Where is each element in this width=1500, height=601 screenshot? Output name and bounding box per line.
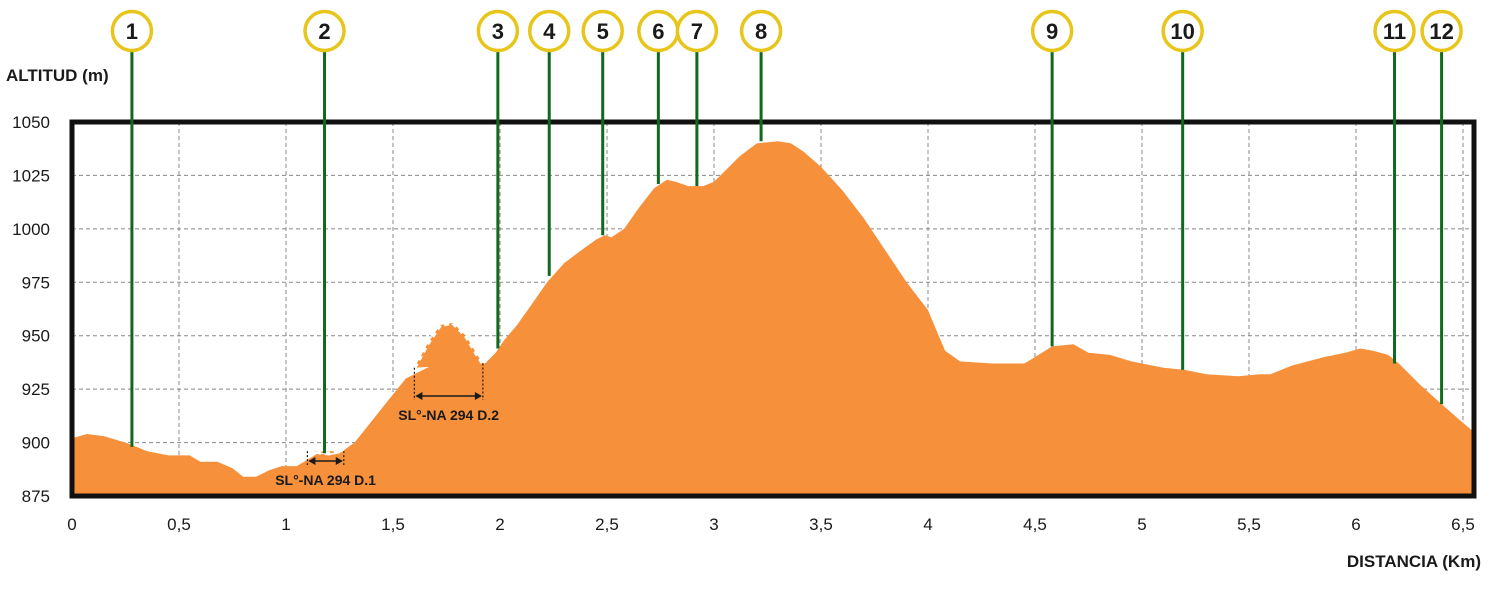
x-axis-label: DISTANCIA (Km) <box>1347 552 1481 571</box>
x-tick-label: 5,5 <box>1237 515 1261 534</box>
marker-number: 3 <box>492 19 504 44</box>
x-tick-label: 1,5 <box>381 515 405 534</box>
marker-circle <box>303 9 346 53</box>
elevation-area <box>72 141 1474 496</box>
waypoint-markers: 1 2 3 4 5 6 7 8 9 10 11 12 <box>110 9 1463 53</box>
detour-label: SL°-NA 294 D.1 <box>275 472 376 488</box>
marker-circle <box>1161 9 1204 53</box>
x-tick-label: 0,5 <box>167 515 191 534</box>
x-tick-label: 1 <box>281 515 290 534</box>
marker-number: 5 <box>597 19 609 44</box>
marker-number: 4 <box>543 19 556 44</box>
marker-number: 12 <box>1429 19 1453 44</box>
y-tick-label: 875 <box>22 487 50 506</box>
x-tick-label: 0 <box>67 515 76 534</box>
x-tick-label: 6 <box>1351 515 1360 534</box>
marker-circle <box>527 9 571 53</box>
x-tick-label: 4 <box>923 515 932 534</box>
y-tick-label: 950 <box>22 327 50 346</box>
x-tick-label: 5 <box>1137 515 1146 534</box>
marker-number: 9 <box>1046 19 1058 44</box>
detour-path <box>307 449 344 456</box>
marker-circle <box>1420 9 1463 53</box>
detour-arrow-right <box>474 392 482 400</box>
marker-number: 7 <box>691 19 703 44</box>
detour-arrow-left <box>415 392 423 400</box>
marker-number: 2 <box>318 19 330 44</box>
marker-number: 6 <box>652 19 664 44</box>
x-tick-label: 2,5 <box>595 515 619 534</box>
y-tick-label: 900 <box>22 434 50 453</box>
marker-circle <box>476 9 520 53</box>
x-tick-label: 3 <box>709 515 718 534</box>
x-tick-label: 2 <box>495 515 504 534</box>
marker-circle <box>1373 9 1416 53</box>
detour-label: SL°-NA 294 D.2 <box>398 407 499 423</box>
marker-circle <box>1030 9 1074 53</box>
plot-frame <box>69 119 1477 499</box>
marker-number: 10 <box>1170 19 1194 44</box>
y-tick-label: 1025 <box>12 166 50 185</box>
chart-frame <box>69 119 1477 499</box>
marker-circle <box>675 9 719 53</box>
y-tick-label: 1050 <box>12 113 50 132</box>
y-tick-label: 1000 <box>12 220 50 239</box>
detours: SL°-NA 294 D.1 SL°-NA 294 D.2 <box>275 320 499 488</box>
detour-arrow-right <box>335 457 343 465</box>
marker-circle <box>110 9 154 53</box>
x-axis-ticks: 0 0,5 1 1,5 2 2,5 3 3,5 4 4,5 5 5,5 6 6,5 <box>67 515 1475 534</box>
x-tick-label: 3,5 <box>809 515 833 534</box>
marker-number: 11 <box>1383 19 1406 44</box>
marker-stems <box>130 50 1444 454</box>
y-tick-label: 925 <box>22 380 50 399</box>
y-axis-ticks: 875 900 925 950 975 1000 1025 1050 <box>12 113 50 506</box>
x-tick-label: 4,5 <box>1023 515 1047 534</box>
marker-number: 1 <box>126 19 138 44</box>
detour-fill <box>414 322 483 368</box>
y-tick-label: 975 <box>22 273 50 292</box>
marker-circle <box>739 9 783 53</box>
x-tick-label: 6,5 <box>1451 515 1475 534</box>
marker-number: 8 <box>755 19 767 44</box>
detour-arrow-left <box>308 457 316 465</box>
marker-circle <box>581 9 624 53</box>
y-axis-label: ALTITUD (m) <box>6 66 109 85</box>
profile-area <box>72 141 1474 496</box>
